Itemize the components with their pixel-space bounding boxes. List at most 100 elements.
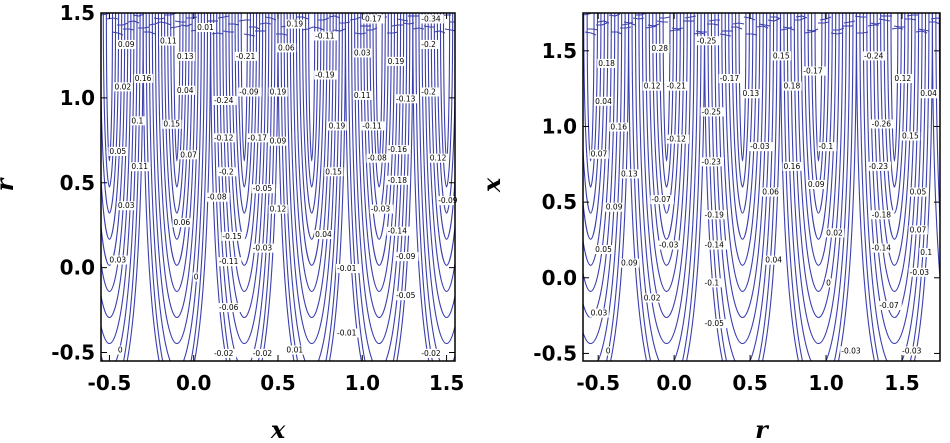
contour-line [584, 31, 597, 36]
contour-line [101, 13, 126, 266]
contour-label: 0.07 [180, 150, 197, 159]
contour-label-bg [908, 267, 933, 277]
x-tick-label: 1.5 [884, 371, 919, 395]
contour-label-bg [919, 89, 939, 99]
contour-label: 0.07 [910, 225, 927, 234]
contour-label-bg [825, 278, 832, 288]
contour-label: -0.09 [239, 87, 259, 96]
contour-line [402, 22, 415, 25]
contour-line [211, 32, 224, 35]
contour-label-bg [175, 51, 196, 61]
contour-label: -0.06 [219, 303, 239, 312]
contour-label: 0.09 [270, 137, 287, 146]
contour-label-bg [802, 66, 826, 76]
contour-label: 0.11 [131, 162, 148, 171]
contour-label-bg [867, 161, 892, 171]
contour-line [632, 17, 645, 20]
contour-line [804, 30, 817, 34]
contour-label: -0.11 [219, 257, 239, 266]
contour-line [804, 13, 833, 240]
contour-line [286, 13, 337, 345]
contour-line [931, 13, 940, 284]
contour-label-bg [246, 133, 271, 143]
contour-label: -0.05 [396, 291, 416, 300]
contour-label-bg [840, 346, 864, 356]
contour-line [366, 27, 378, 31]
contour-label: -0.14 [872, 244, 892, 253]
contour-label-bg [420, 14, 444, 24]
contour-label: -0.11 [315, 31, 335, 40]
contour-line [717, 13, 768, 319]
contour-label-bg [589, 308, 609, 318]
contour-label-bg [192, 272, 200, 282]
contour-line [144, 31, 156, 35]
contour-label-bg [771, 51, 792, 61]
contour-line [153, 17, 166, 20]
contour-line [164, 13, 190, 240]
contour-label: -0.17 [248, 133, 268, 142]
contour-label-bg [336, 264, 360, 274]
contour-line [145, 13, 209, 361]
contour-label-bg [314, 230, 334, 240]
contour-label-bg [108, 255, 128, 265]
contour-line [703, 13, 782, 361]
contour-label-bg [175, 85, 196, 95]
contour-line [154, 13, 199, 319]
contour-line [873, 13, 916, 292]
contour-line [424, 13, 455, 319]
contour-label-bg [420, 348, 444, 358]
x-tick-label: 0.5 [260, 371, 295, 395]
contour-line [659, 16, 671, 19]
contour-label-bg [238, 87, 262, 97]
contour-line [101, 13, 111, 16]
contour-label-bg [437, 196, 461, 206]
contour-line [906, 14, 918, 17]
contour-label-bg [782, 161, 802, 171]
contour-line [583, 13, 593, 16]
contour-label-bg [919, 248, 935, 258]
contour-line [349, 16, 362, 21]
contour-line [669, 29, 681, 32]
contour-line [289, 13, 334, 319]
contour-label: 0.18 [784, 82, 801, 91]
contour-line [439, 13, 454, 188]
contour-line [169, 25, 182, 29]
contour-label: -0.18 [388, 176, 408, 185]
contour-label: 0.04 [920, 89, 937, 98]
contour-label-bg [741, 89, 761, 99]
contour-line [818, 21, 830, 24]
contour-line [339, 21, 351, 24]
contour-line [583, 13, 605, 240]
contour-label-bg [764, 255, 784, 265]
contour-label-bg [268, 87, 288, 97]
contour-line [308, 13, 316, 162]
y-tick-label: 1.5 [60, 1, 95, 25]
contour-line [597, 20, 610, 24]
contour-label: -0.05 [253, 184, 273, 193]
contour-label-bg [604, 202, 624, 212]
contour-line [797, 13, 840, 292]
contour-line [354, 13, 405, 345]
contour-label-bg [251, 348, 276, 358]
contour-line [735, 13, 750, 188]
contour-label: 0.13 [177, 52, 194, 61]
contour-line [855, 13, 933, 361]
contour-line [843, 20, 856, 24]
contour-line [638, 13, 695, 345]
contour-line [127, 20, 140, 24]
contour-label: 0 [826, 278, 831, 287]
contour-line [318, 17, 330, 21]
contour-line [867, 24, 879, 27]
contour-label: -0.03 [253, 244, 273, 253]
contour-line [173, 13, 181, 162]
contour-label: 0 [118, 346, 123, 355]
contour-label: -0.03 [902, 346, 922, 355]
contour-label-bg [597, 58, 617, 68]
contour-line [645, 13, 688, 292]
y-axis-label: r [0, 176, 19, 191]
y-tick-label: 0.0 [60, 256, 95, 280]
contour-line [123, 28, 135, 31]
x-tick-label: 0.0 [656, 371, 691, 395]
contour-label: -0.21 [667, 82, 687, 91]
contour-line [305, 13, 319, 188]
